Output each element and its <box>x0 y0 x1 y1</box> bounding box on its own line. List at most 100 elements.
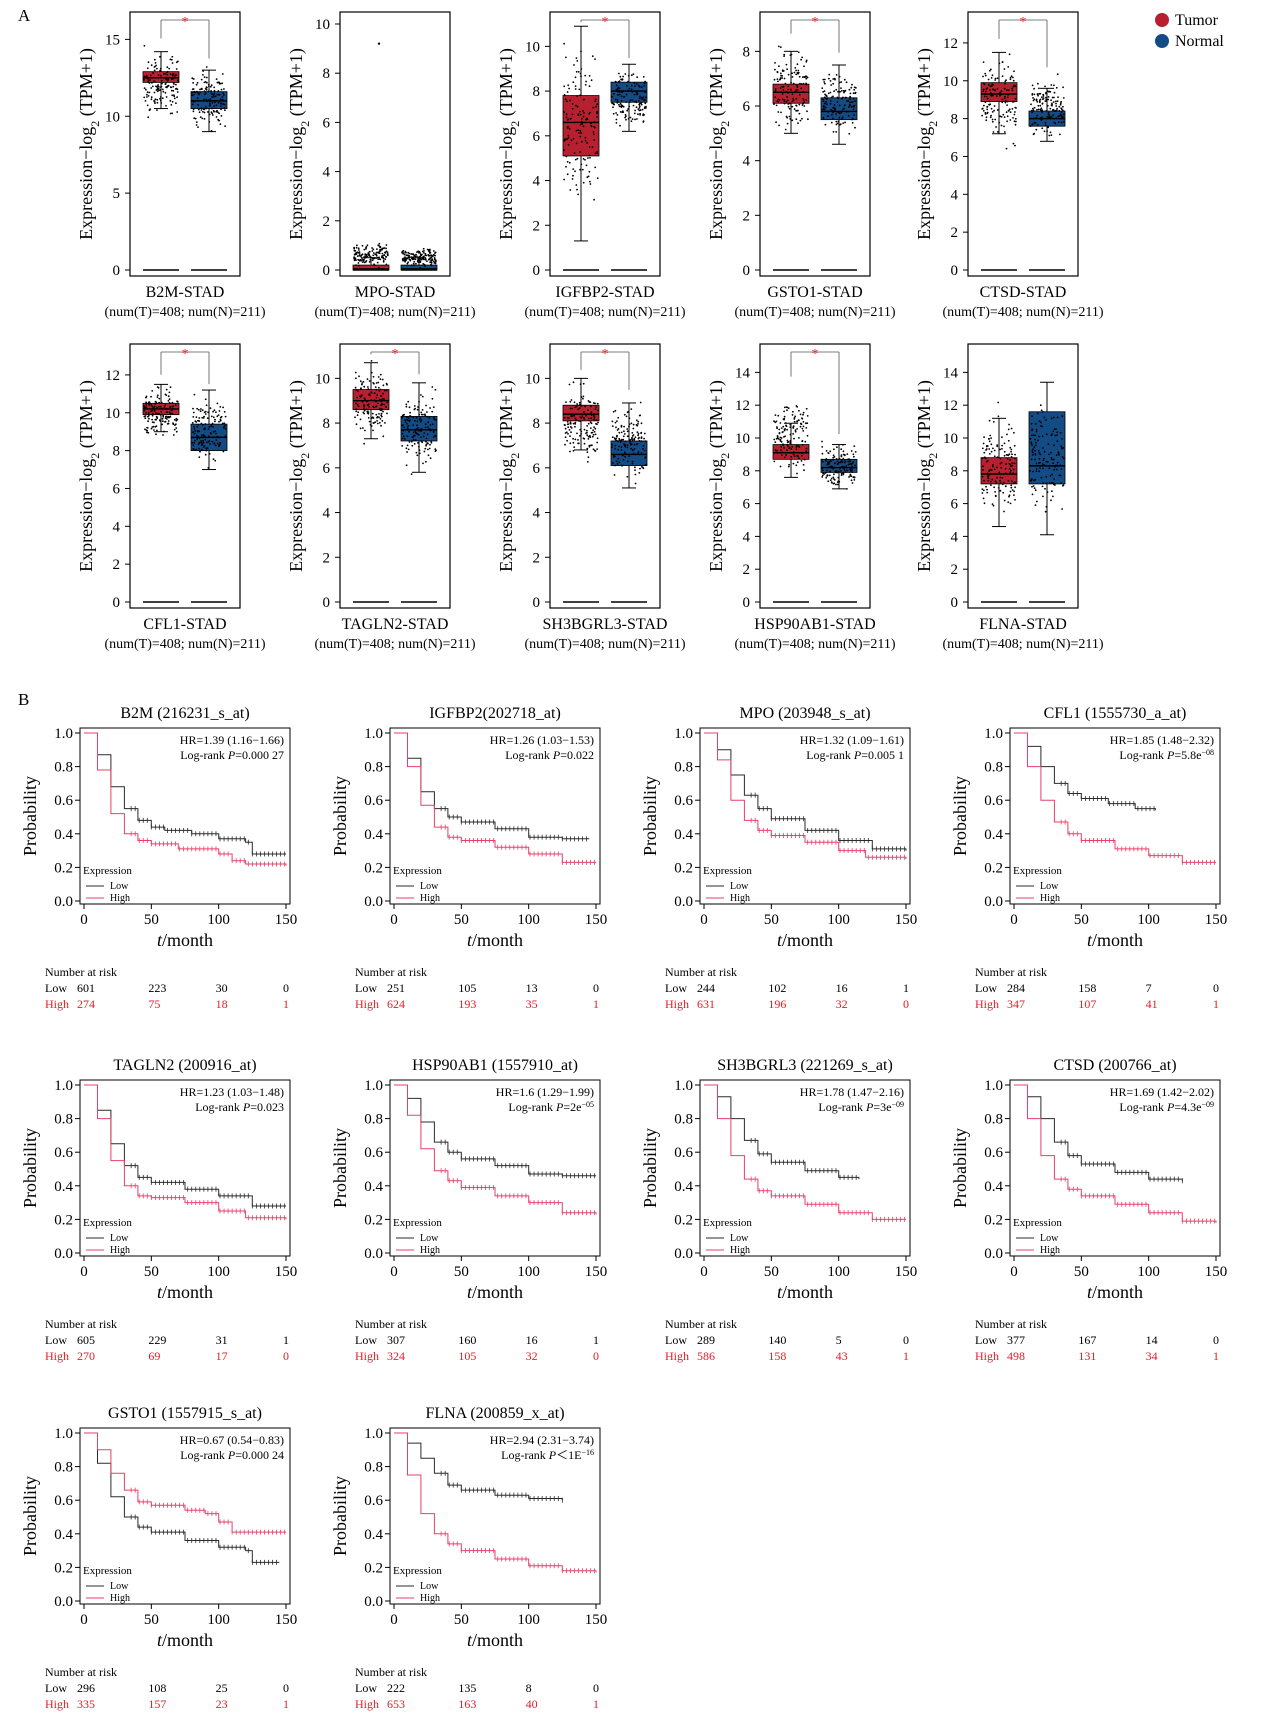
normal-point <box>824 459 827 462</box>
normal-point <box>206 86 208 89</box>
normal-point <box>1050 417 1053 420</box>
tumor-point <box>569 450 571 453</box>
tumor-point <box>368 393 371 395</box>
tumor-point <box>594 126 596 129</box>
tumor-point <box>385 406 387 408</box>
x-tick-label: 150 <box>895 1264 918 1280</box>
normal-point <box>402 259 405 261</box>
normal-point <box>212 436 215 439</box>
tumor-point <box>800 460 803 462</box>
tumor-point <box>788 107 791 110</box>
normal-point <box>1035 98 1038 101</box>
normal-point <box>615 426 617 429</box>
tumor-point <box>587 409 589 411</box>
normal-point <box>1031 451 1034 454</box>
tumor-point <box>169 77 172 79</box>
normal-point <box>200 109 203 111</box>
normal-point <box>406 435 409 437</box>
tumor-point <box>579 428 582 431</box>
pvalue-text: Log-rank P=0.000 27 <box>180 748 284 762</box>
normal-point <box>1055 428 1057 430</box>
tumor-point <box>798 103 801 106</box>
tumor-point <box>382 247 385 250</box>
normal-point <box>640 422 643 425</box>
normal-point <box>634 109 636 112</box>
tumor-point <box>353 246 355 249</box>
tumor-point <box>575 129 578 132</box>
normal-point <box>1041 109 1044 112</box>
tumor-point <box>982 465 984 468</box>
y-tick-label: 6 <box>323 461 331 477</box>
normal-point <box>223 425 226 428</box>
tumor-point <box>159 55 161 58</box>
normal-point <box>616 101 619 104</box>
normal-point <box>847 110 850 113</box>
normal-point <box>1036 464 1039 467</box>
tumor-point <box>157 74 160 77</box>
tumor-point <box>1006 457 1009 460</box>
normal-point <box>1047 126 1050 129</box>
normal-point <box>1039 108 1042 111</box>
normal-point <box>211 96 213 98</box>
risk-title: Number at risk <box>665 1317 737 1331</box>
tumor-point <box>153 91 156 94</box>
tumor-point <box>581 117 583 120</box>
tumor-point <box>992 88 995 91</box>
normal-point <box>1033 87 1035 90</box>
tumor-point <box>175 419 178 422</box>
tumor-point <box>801 56 803 59</box>
box-frame <box>967 343 1079 609</box>
normal-point <box>216 402 219 405</box>
normal-point <box>614 80 617 83</box>
risk-high-label: High <box>355 1697 379 1711</box>
normal-point <box>407 400 410 403</box>
normal-point <box>427 428 430 430</box>
km-low-curve <box>1014 732 1156 811</box>
normal-point <box>191 77 194 80</box>
tumor-point <box>781 454 783 456</box>
tumor-point <box>386 401 389 404</box>
normal-point <box>639 401 642 404</box>
tumor-point <box>1014 111 1016 113</box>
tumor-point <box>591 435 594 438</box>
normal-point <box>840 448 843 451</box>
tumor-point <box>175 427 178 429</box>
tumor-point <box>580 163 583 166</box>
tumor-point <box>145 395 148 398</box>
tumor-point <box>166 418 168 420</box>
normal-point <box>626 435 629 438</box>
normal-point <box>622 90 625 92</box>
tumor-point <box>776 426 778 428</box>
tumor-point <box>791 93 794 96</box>
normal-point <box>828 77 830 80</box>
normal-point <box>405 254 408 257</box>
tumor-point <box>594 100 597 103</box>
normal-point <box>425 437 428 440</box>
tumor-point <box>784 82 787 85</box>
normal-point <box>640 103 643 106</box>
tumor-point <box>983 451 986 454</box>
tumor-point <box>996 131 999 133</box>
tumor-point <box>368 380 371 382</box>
normal-point <box>1038 435 1040 438</box>
normal-point <box>1054 465 1056 468</box>
tumor-point <box>787 407 790 409</box>
tumor-point <box>156 394 159 397</box>
risk-high-value: 17 <box>216 1349 228 1363</box>
normal-point <box>200 408 202 410</box>
tumor-point <box>983 104 985 107</box>
tumor-box <box>352 264 390 271</box>
tumor-point <box>151 418 154 421</box>
normal-point <box>1047 443 1050 445</box>
pvalue-text: Log-rank P=5.8e−08 <box>1119 748 1214 763</box>
tumor-point <box>1009 502 1012 505</box>
y-tick-label: 1.0 <box>364 726 383 742</box>
tumor-point <box>1000 115 1003 118</box>
normal-point <box>198 420 201 422</box>
normal-point <box>614 447 617 450</box>
normal-point <box>1033 487 1036 489</box>
tumor-point <box>989 434 992 437</box>
normal-point <box>434 254 436 257</box>
tumor-point <box>373 399 376 402</box>
tumor-point <box>175 423 177 425</box>
